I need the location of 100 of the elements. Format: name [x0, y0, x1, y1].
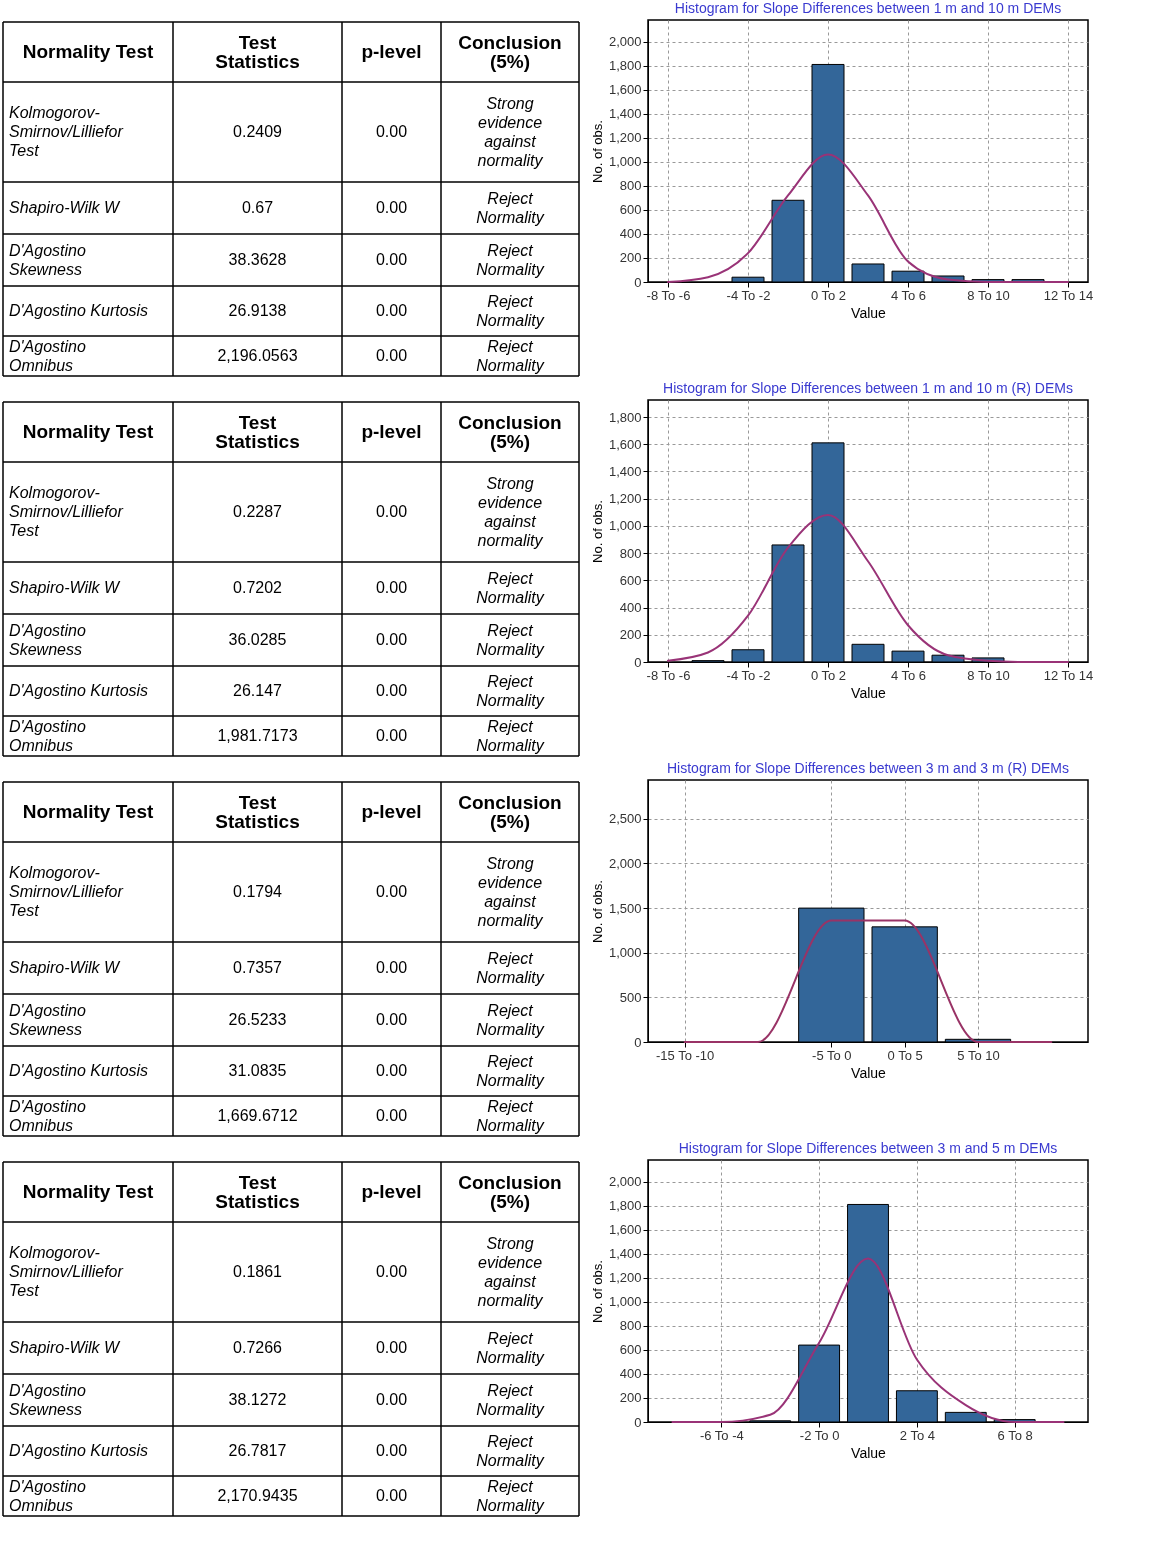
text: Normality Test: [22, 41, 154, 62]
y-tick-label: 1,000: [608, 518, 642, 534]
y-tick-label: 1,000: [608, 1294, 642, 1310]
text: 2,170.9435: [217, 1487, 298, 1504]
text: Reject Normality: [476, 1329, 545, 1366]
x-axis-title: Value: [851, 684, 887, 701]
text: D'Agostino Skewness: [9, 241, 86, 278]
text: Strong evidence against normality: [477, 854, 544, 929]
y-tick-label: 1,400: [608, 463, 642, 479]
y-tick-label: 1,200: [608, 1270, 642, 1286]
x-axis-title: Value: [851, 1064, 887, 1081]
text: 0.7266: [233, 1339, 283, 1356]
text: Shapiro-Wilk W: [9, 579, 121, 596]
text: Reject Normality: [476, 1477, 545, 1514]
text: Reject Normality: [476, 717, 545, 754]
x-tick-label: 12 To 14: [1043, 667, 1094, 683]
y-tick-label: 200: [619, 627, 642, 643]
text: 0.00: [375, 347, 408, 364]
y-tick-label: 1,800: [608, 1198, 642, 1214]
text: Conclusion (5%): [458, 791, 562, 832]
text: Reject Normality: [476, 672, 545, 709]
text: 1,669.6712: [217, 1107, 298, 1124]
y-tick-label: 200: [619, 1390, 642, 1406]
x-tick-label: -8 To -6: [646, 287, 691, 303]
text: 0.00: [375, 1263, 408, 1280]
x-tick-label: 2 To 4: [899, 1427, 935, 1443]
text: Test Statistics: [215, 791, 300, 832]
y-tick-label: 400: [619, 226, 642, 242]
y-axis-title: No. of obs.: [589, 1260, 605, 1323]
y-tick-label: 0: [634, 1034, 642, 1050]
text: D'Agostino Skewness: [9, 1001, 86, 1038]
text: D'Agostino Skewness: [9, 1381, 86, 1418]
text: D'Agostino Skewness: [9, 621, 86, 658]
line-series: [667, 153, 1069, 283]
text: Shapiro-Wilk W: [9, 199, 121, 216]
y-tick-label: 1,000: [608, 945, 642, 961]
y-tick-label: 800: [619, 545, 642, 561]
y-axis-title: No. of obs.: [589, 120, 605, 183]
x-tick-label: 0 To 2: [810, 667, 847, 683]
text: 0.00: [375, 1107, 408, 1124]
y-tick-label: 2,000: [608, 855, 642, 871]
text: 0.00: [375, 302, 408, 319]
y-tick-label: 0: [634, 274, 642, 290]
text: Strong evidence against normality: [477, 474, 544, 549]
x-tick-label: 4 To 6: [890, 667, 927, 683]
text: Reject Normality: [476, 569, 545, 606]
text: Strong evidence against normality: [477, 1234, 544, 1309]
text: 0.7357: [233, 959, 283, 976]
x-tick-label: -15 To -10: [656, 1047, 715, 1063]
text: Reject Normality: [476, 241, 545, 278]
text: 0.2287: [233, 503, 283, 520]
y-tick-label: 500: [619, 989, 642, 1005]
y-tick-label: 1,200: [608, 130, 642, 146]
text: Conclusion (5%): [458, 411, 562, 452]
text: Reject Normality: [476, 1052, 545, 1089]
chart-title: Histogram for Slope Differences between 3 m and 3 m (R) DEMs: [666, 760, 1070, 776]
text: 38.1272: [228, 1391, 287, 1408]
line-series: [667, 514, 1069, 663]
text: 36.0285: [228, 631, 287, 648]
text: Test Statistics: [215, 411, 300, 452]
text: 2,196.0563: [217, 347, 298, 364]
text: 0.00: [375, 123, 408, 140]
line-series: [671, 1257, 1065, 1423]
text: Kolmogorov- Smirnov/Lilliefor Test: [9, 484, 124, 539]
text: D'Agostino Kurtosis: [9, 1442, 149, 1459]
text: 0.00: [375, 503, 408, 520]
y-axis-title: No. of obs.: [589, 880, 605, 943]
text: D'Agostino Kurtosis: [9, 302, 149, 319]
x-tick-label: 0 To 5: [887, 1047, 923, 1063]
x-tick-label: -8 To -6: [646, 667, 691, 683]
text: 0.7202: [233, 579, 283, 596]
y-tick-label: 600: [619, 1342, 642, 1358]
text: Kolmogorov- Smirnov/Lilliefor Test: [9, 104, 124, 159]
y-tick-label: 1,200: [608, 491, 642, 507]
text: Reject Normality: [476, 1001, 545, 1038]
x-tick-label: 6 To 8: [997, 1427, 1033, 1443]
x-tick-label: 0 To 2: [810, 287, 847, 303]
x-tick-label: -4 To -2: [726, 667, 771, 683]
y-tick-label: 800: [619, 178, 642, 194]
text: 0.00: [375, 579, 408, 596]
x-tick-label: -2 To 0: [799, 1427, 840, 1443]
text: Reject Normality: [476, 949, 545, 986]
chart-title: Histogram for Slope Differences between 1 m and 10 m (R) DEMs: [663, 380, 1073, 396]
y-tick-label: 1,000: [608, 154, 642, 170]
text: Test Statistics: [215, 31, 300, 72]
y-tick-label: 1,400: [608, 106, 642, 122]
text: Kolmogorov- Smirnov/Lilliefor Test: [9, 864, 124, 919]
text: Normality Test: [22, 421, 154, 442]
text: 26.9138: [228, 302, 287, 319]
y-tick-label: 2,500: [608, 811, 642, 827]
text: Conclusion (5%): [458, 1171, 562, 1212]
text: p-level: [361, 421, 422, 442]
text: 31.0835: [228, 1062, 287, 1079]
y-tick-label: 0: [634, 654, 642, 670]
text: D'Agostino Omnibus: [9, 1097, 86, 1134]
text: Normality Test: [22, 801, 154, 822]
text: 0.00: [375, 199, 408, 216]
text: Reject Normality: [476, 1381, 545, 1418]
text: 26.7817: [228, 1442, 287, 1459]
text: Reject Normality: [476, 189, 545, 226]
